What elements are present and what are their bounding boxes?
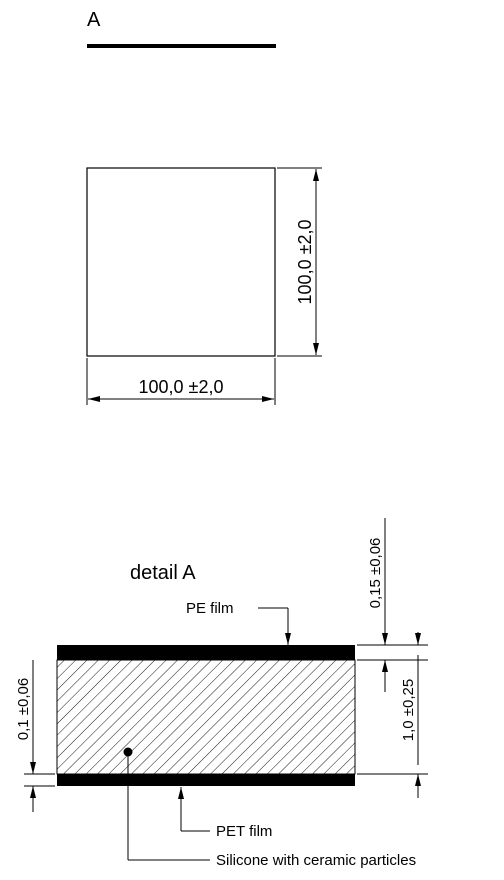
detail-title: detail A bbox=[130, 562, 196, 584]
silicone-label: Silicone with ceramic particles bbox=[216, 852, 416, 869]
pet-thickness-dimension bbox=[24, 660, 55, 812]
pe-film-layer bbox=[57, 645, 355, 660]
pe-film-label: PE film bbox=[186, 600, 234, 617]
top-view-square bbox=[86, 167, 276, 357]
pet-film-label: PET film bbox=[216, 823, 272, 840]
total-thickness-label: 1,0 ±0,25 bbox=[400, 679, 417, 741]
silicone-core-layer bbox=[56, 659, 356, 775]
section-label: A bbox=[87, 9, 101, 31]
pe-film-leader bbox=[258, 607, 291, 645]
height-dimension-label: 100,0 ±2,0 bbox=[295, 220, 315, 305]
width-dimension-label: 100,0 ±2,0 bbox=[139, 377, 224, 397]
height-dimension bbox=[277, 167, 322, 357]
right-extension-lines bbox=[357, 644, 428, 775]
pe-thickness-label: 0,15 ±0,06 bbox=[367, 538, 384, 609]
pet-film-layer bbox=[57, 774, 355, 786]
width-dimension bbox=[86, 358, 276, 405]
pet-thickness-label: 0,1 ±0,06 bbox=[15, 678, 32, 740]
pet-film-leader bbox=[178, 787, 210, 832]
silicone-leader bbox=[123, 747, 210, 861]
